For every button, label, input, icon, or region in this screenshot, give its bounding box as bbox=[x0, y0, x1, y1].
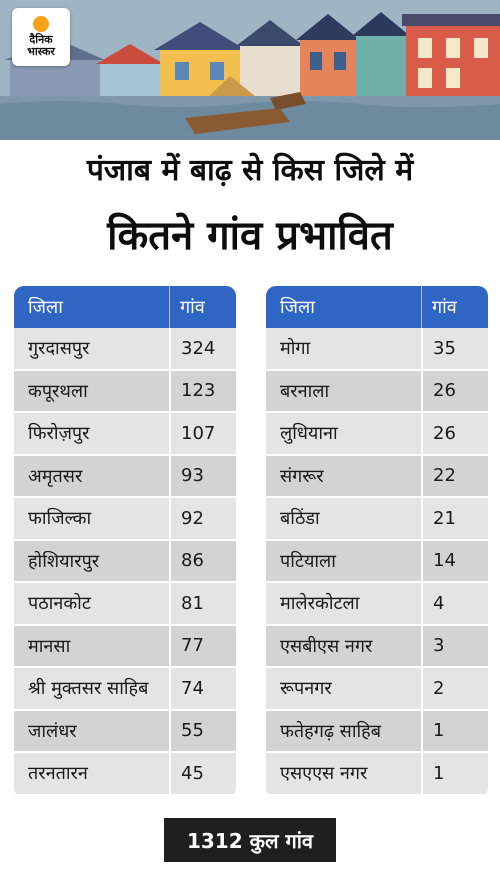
table-row: मानसा 77 bbox=[14, 625, 236, 668]
village-count: 55 bbox=[169, 710, 236, 751]
village-count: 35 bbox=[421, 328, 488, 369]
district-name: फिरोज़पुर bbox=[28, 423, 90, 445]
sun-icon bbox=[33, 16, 49, 32]
district-name: पटियाला bbox=[280, 550, 336, 572]
table-row: फिरोज़पुर 107 bbox=[14, 413, 236, 456]
table-row: पठानकोट 81 bbox=[14, 583, 236, 626]
district-name: मोगा bbox=[280, 338, 311, 360]
district-name: मानसा bbox=[28, 635, 71, 657]
village-count: 107 bbox=[169, 413, 236, 454]
village-count: 92 bbox=[169, 498, 236, 539]
table-body: गुरदासपुर 324 कपूरथला 123 फिरोज़पुर 107 अमृतसर… bbox=[14, 328, 236, 796]
page-title: पंजाब में बाढ़ से किस जिले में कितने गां… bbox=[0, 145, 500, 269]
logo-line-1: दैनिक bbox=[29, 33, 53, 46]
district-name: गुरदासपुर bbox=[28, 338, 90, 360]
total-villages-badge: 1312 कुल गांव bbox=[164, 818, 336, 862]
left-district-table: जिला गांव गुरदासपुर 324 कपूरथला 123 फिरोज़पु… bbox=[14, 286, 236, 796]
table-row: गुरदासपुर 324 bbox=[14, 328, 236, 371]
village-count: 3 bbox=[421, 625, 488, 666]
village-count: 14 bbox=[421, 540, 488, 581]
table-row: तरनतारन 45 bbox=[14, 753, 236, 796]
district-name: अमृतसर bbox=[28, 465, 83, 487]
village-count: 77 bbox=[169, 625, 236, 666]
title-line-2: कितने गांव प्रभावित bbox=[107, 213, 393, 259]
flood-illustration bbox=[0, 0, 500, 140]
table-row: श्री मुक्तसर साहिब 74 bbox=[14, 668, 236, 711]
village-count: 1 bbox=[421, 753, 488, 794]
village-count: 21 bbox=[421, 498, 488, 539]
village-count: 93 bbox=[169, 455, 236, 496]
district-header: जिला bbox=[280, 297, 315, 318]
village-count: 45 bbox=[169, 753, 236, 794]
dainik-bhaskar-logo: दैनिक भास्कर bbox=[12, 8, 70, 66]
district-name: कपूरथला bbox=[28, 380, 88, 402]
table-body: मोगा 35 बरनाला 26 लुधियाना 26 संगरूर 22 बठिंडा 21… bbox=[266, 328, 488, 796]
district-name: पठानकोट bbox=[28, 593, 91, 615]
village-count: 4 bbox=[421, 583, 488, 624]
table-row: मालेरकोटला 4 bbox=[266, 583, 488, 626]
district-name: फतेहगढ़ साहिब bbox=[280, 720, 382, 742]
district-name: मालेरकोटला bbox=[280, 593, 360, 615]
village-count: 81 bbox=[169, 583, 236, 624]
table-row: एसबीएस नगर 3 bbox=[266, 625, 488, 668]
flooded-houses-illustration bbox=[0, 0, 500, 140]
table-row: पटियाला 14 bbox=[266, 540, 488, 583]
district-name: बठिंडा bbox=[280, 508, 320, 530]
table-row: संगरूर 22 bbox=[266, 455, 488, 498]
village-count: 22 bbox=[421, 455, 488, 496]
logo-line-2: भास्कर bbox=[27, 45, 55, 58]
village-count: 2 bbox=[421, 668, 488, 709]
district-name: श्री मुक्तसर साहिब bbox=[28, 678, 149, 700]
village-count: 123 bbox=[169, 370, 236, 411]
table-row: जालंधर 55 bbox=[14, 710, 236, 753]
district-name: होशियारपुर bbox=[28, 550, 100, 572]
table-row: बरनाला 26 bbox=[266, 370, 488, 413]
district-name: तरनतारन bbox=[28, 763, 88, 785]
district-name: फाजिल्का bbox=[28, 508, 92, 530]
table-row: लुधियाना 26 bbox=[266, 413, 488, 456]
table-row: बठिंडा 21 bbox=[266, 498, 488, 541]
table-row: कपूरथला 123 bbox=[14, 370, 236, 413]
district-name: जालंधर bbox=[28, 720, 77, 742]
district-name: संगरूर bbox=[280, 465, 324, 487]
villages-header: गांव bbox=[169, 286, 236, 328]
village-count: 26 bbox=[421, 413, 488, 454]
district-name: रूपनगर bbox=[280, 678, 332, 700]
table-header: जिला गांव bbox=[14, 286, 236, 328]
district-name: एसबीएस नगर bbox=[280, 635, 373, 657]
village-count: 26 bbox=[421, 370, 488, 411]
right-district-table: जिला गांव मोगा 35 बरनाला 26 लुधियाना 26 संगरूर… bbox=[266, 286, 488, 796]
table-row: रूपनगर 2 bbox=[266, 668, 488, 711]
village-count: 1 bbox=[421, 710, 488, 751]
district-header: जिला bbox=[28, 297, 63, 318]
title-line-1: पंजाब में बाढ़ से किस जिले में bbox=[86, 153, 414, 188]
table-row: अमृतसर 93 bbox=[14, 455, 236, 498]
district-name: एसएएस नगर bbox=[280, 763, 368, 785]
table-row: फाजिल्का 92 bbox=[14, 498, 236, 541]
village-count: 74 bbox=[169, 668, 236, 709]
village-count: 86 bbox=[169, 540, 236, 581]
table-header: जिला गांव bbox=[266, 286, 488, 328]
district-name: बरनाला bbox=[280, 380, 330, 402]
table-row: फतेहगढ़ साहिब 1 bbox=[266, 710, 488, 753]
table-row: एसएएस नगर 1 bbox=[266, 753, 488, 796]
villages-header: गांव bbox=[421, 286, 488, 328]
village-count: 324 bbox=[169, 328, 236, 369]
table-row: मोगा 35 bbox=[266, 328, 488, 371]
table-row: होशियारपुर 86 bbox=[14, 540, 236, 583]
district-name: लुधियाना bbox=[280, 423, 338, 445]
